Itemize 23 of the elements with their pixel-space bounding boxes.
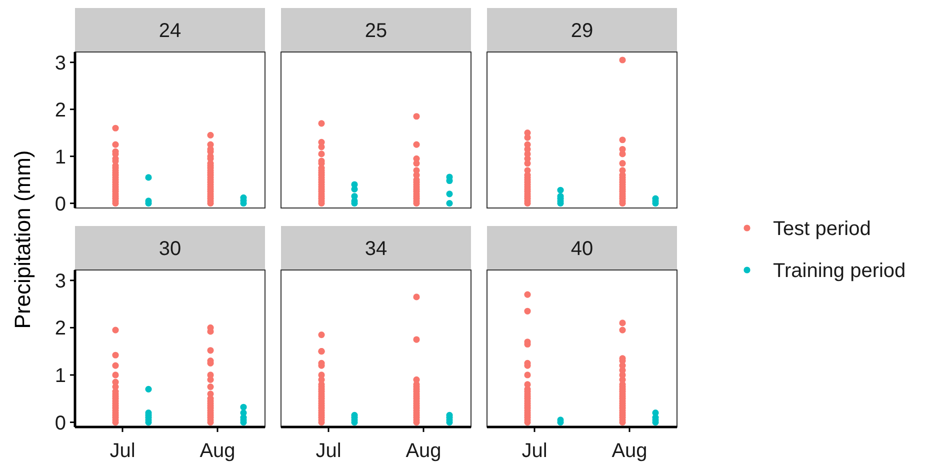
chart-title: 25 (364, 20, 388, 42)
x-tick-label: Jul (522, 440, 548, 462)
y-tick-label: 1 (54, 146, 66, 168)
y-axis-title: Precipitation (mm) (10, 150, 35, 329)
y-tick-label: 2 (54, 99, 66, 122)
chart-title: 34 (364, 238, 388, 260)
chart-title: 30 (158, 238, 182, 260)
x-tick-label: Jul (110, 440, 136, 462)
chart-title: 29 (570, 20, 594, 42)
y-tick-label: 3 (54, 52, 66, 74)
y-tick-label: 0 (54, 193, 66, 216)
chart-title: 24 (158, 20, 182, 42)
legend-label: Test period (773, 218, 871, 240)
y-tick-label: 1 (54, 364, 66, 387)
y-tick-label: 2 (54, 318, 66, 340)
x-tick-label: Jul (316, 440, 342, 462)
legend-label: Training period (773, 260, 906, 282)
y-tick-label: 0 (54, 412, 66, 434)
y-tick-label: 3 (54, 270, 66, 292)
x-tick-label: Aug (200, 440, 236, 462)
x-tick-label: Aug (612, 440, 648, 462)
x-tick-label: Aug (406, 440, 442, 462)
chart-title: 40 (570, 238, 594, 260)
